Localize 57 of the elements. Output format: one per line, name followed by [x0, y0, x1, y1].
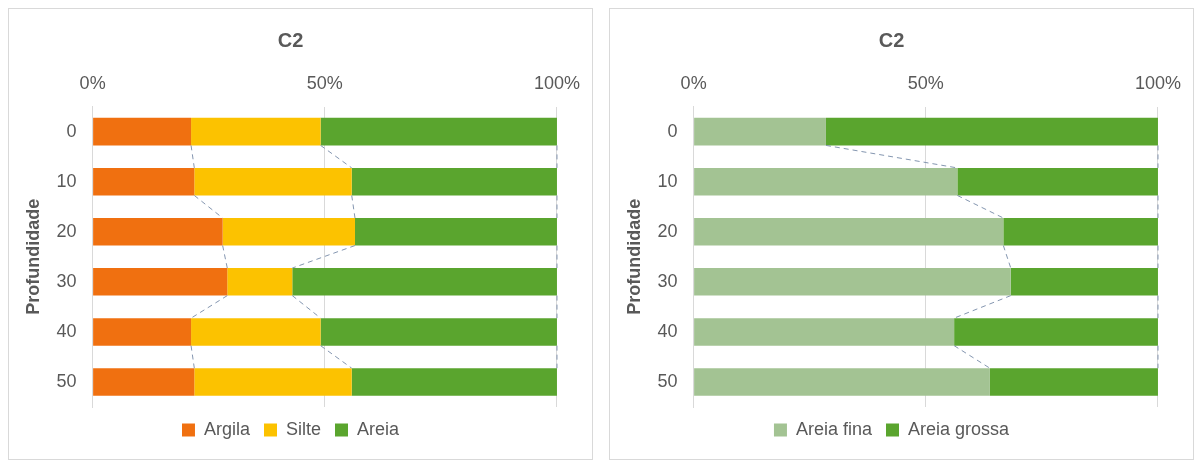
- bar: [825, 117, 1158, 146]
- bar: [957, 167, 1158, 196]
- y-axis-title: Profundidade: [22, 198, 43, 315]
- legend-label: Areia fina: [795, 418, 873, 439]
- bar: [194, 368, 352, 396]
- bar: [351, 368, 557, 396]
- y-tick-label: 40: [56, 320, 77, 341]
- bar: [93, 268, 228, 296]
- bar: [93, 318, 192, 346]
- bar: [954, 318, 1158, 346]
- bar: [1010, 268, 1158, 296]
- bar: [989, 368, 1158, 396]
- x-tick-label: 50%: [306, 72, 343, 93]
- bar: [694, 268, 1011, 296]
- legend-label: Silte: [285, 418, 322, 439]
- bar: [292, 268, 557, 296]
- bar: [194, 167, 352, 196]
- bar: [694, 368, 990, 396]
- chart-title: C2: [878, 28, 905, 51]
- bar: [694, 218, 1004, 246]
- legend-label: Areia grossa: [908, 418, 1011, 439]
- x-tick-label: 100%: [1134, 72, 1181, 93]
- x-tick-label: 0%: [79, 72, 106, 93]
- x-tick-label: 0%: [680, 72, 707, 93]
- bar: [320, 318, 557, 346]
- bar: [694, 318, 955, 346]
- legend-label: Argila: [203, 418, 251, 439]
- y-tick-label: 0: [667, 120, 678, 141]
- y-tick-label: 30: [56, 270, 77, 291]
- bar: [93, 167, 195, 196]
- x-tick-label: 50%: [907, 72, 944, 93]
- y-tick-label: 20: [657, 220, 678, 241]
- x-tick-label: 100%: [533, 72, 580, 93]
- y-tick-label: 50: [56, 370, 77, 391]
- bar: [93, 368, 195, 396]
- bar: [191, 318, 321, 346]
- legend-label: Areia: [357, 418, 401, 439]
- bar: [227, 268, 293, 296]
- chart-title: C2: [277, 28, 304, 51]
- bar: [191, 117, 321, 146]
- bar: [222, 218, 355, 246]
- y-tick-label: 50: [657, 370, 678, 391]
- bar: [694, 117, 826, 146]
- y-tick-label: 20: [56, 220, 77, 241]
- bar: [93, 117, 192, 146]
- bar: [320, 117, 557, 146]
- y-axis-title: Profundidade: [623, 198, 644, 315]
- bar: [694, 167, 958, 196]
- bar: [354, 218, 557, 246]
- y-tick-label: 0: [66, 120, 77, 141]
- bar: [1003, 218, 1158, 246]
- y-tick-label: 40: [657, 320, 678, 341]
- y-tick-label: 10: [56, 170, 77, 191]
- bar: [351, 167, 557, 196]
- bar: [93, 218, 223, 246]
- y-tick-label: 30: [657, 270, 678, 291]
- y-tick-label: 10: [657, 170, 678, 191]
